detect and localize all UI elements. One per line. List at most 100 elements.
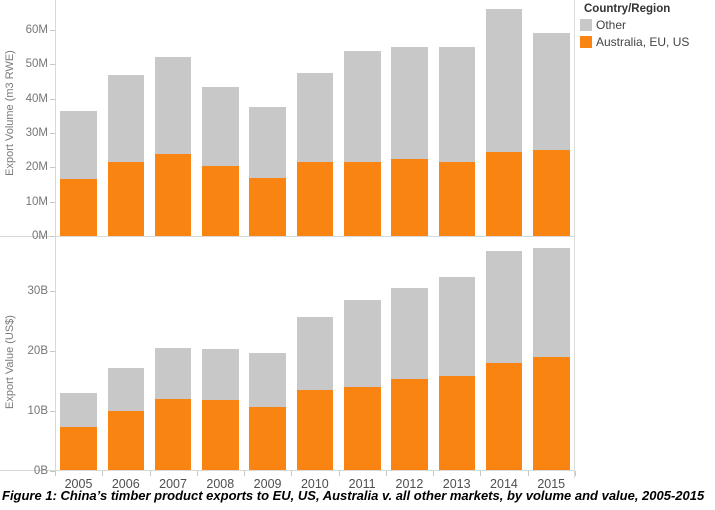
- bar-value-2014-other[interactable]: [485, 251, 523, 363]
- volume-ytick-label: 10M: [25, 195, 48, 208]
- x-axis-year-label: 2012: [395, 477, 424, 491]
- volume-ytick-label: 40M: [25, 92, 48, 105]
- legend-item-australia-eu-us[interactable]: Australia, EU, US: [580, 35, 713, 49]
- bar-value-2011-other[interactable]: [344, 300, 381, 387]
- value-ytick-mark: [50, 291, 55, 293]
- bar-volume-2014-aus-eu-us[interactable]: [485, 151, 523, 236]
- legend-item-other[interactable]: Other: [580, 18, 713, 32]
- x-tick-mark: [102, 470, 104, 476]
- bar-volume-2008-other[interactable]: [202, 86, 239, 166]
- x-tick-mark: [291, 470, 293, 476]
- bar-value-2010-other[interactable]: [296, 317, 334, 390]
- bar-volume-2008-aus-eu-us[interactable]: [202, 165, 239, 236]
- value-axis-title: Export Value (US$): [4, 315, 16, 409]
- y-axis-line: [55, 0, 56, 471]
- value-ytick-mark: [50, 410, 55, 412]
- bar-volume-2012-aus-eu-us[interactable]: [391, 158, 428, 236]
- x-tick-mark: [244, 470, 246, 476]
- bar-value-2015-aus-eu-us[interactable]: [533, 357, 570, 471]
- bar-volume-2005-aus-eu-us[interactable]: [60, 179, 97, 236]
- bar-volume-2013-aus-eu-us[interactable]: [438, 162, 476, 236]
- bar-value-2008-aus-eu-us[interactable]: [202, 399, 239, 471]
- volume-chart-baseline: [0, 236, 575, 237]
- x-axis-year-label: 2005: [64, 477, 93, 491]
- volume-ytick-mark: [50, 236, 55, 237]
- legend-title: Country/Region: [584, 3, 671, 15]
- x-tick-mark: [196, 470, 198, 476]
- bar-value-2007-aus-eu-us[interactable]: [154, 398, 192, 471]
- bar-value-2015-other[interactable]: [533, 248, 570, 358]
- bar-value-2006-aus-eu-us[interactable]: [107, 410, 145, 471]
- value-ytick-mark: [50, 470, 55, 472]
- volume-ytick-label: 20M: [25, 161, 48, 174]
- bar-value-2005-aus-eu-us[interactable]: [60, 426, 97, 471]
- bar-value-2009-other[interactable]: [249, 353, 286, 407]
- value-ytick-mark: [50, 350, 55, 352]
- bar-volume-2012-other[interactable]: [391, 47, 428, 159]
- bar-value-2013-other[interactable]: [438, 277, 476, 376]
- value-ytick-label: 20B: [27, 344, 48, 357]
- x-axis-year-label: 2007: [159, 477, 187, 491]
- x-axis-year-label: 2013: [442, 477, 471, 491]
- volume-ytick-label: 30M: [25, 127, 48, 139]
- bar-volume-2009-other[interactable]: [249, 107, 286, 178]
- bar-volume-2010-other[interactable]: [296, 72, 334, 163]
- figure-caption: Figure 1: China’s timber product exports…: [2, 488, 705, 503]
- bar-value-2007-other[interactable]: [154, 347, 192, 399]
- other-swatch-icon: [580, 19, 592, 31]
- volume-ytick-label: 0M: [32, 230, 48, 242]
- x-tick-mark: [338, 470, 340, 476]
- legend: Country/Region Other Australia, EU, US: [580, 3, 713, 49]
- x-axis-year-label: 2010: [300, 477, 329, 491]
- x-axis-year-label: 2006: [111, 477, 140, 491]
- legend-item-label: Australia, EU, US: [596, 35, 690, 49]
- volume-ytick-mark: [50, 201, 55, 203]
- volume-ytick-mark: [50, 64, 55, 66]
- x-tick-mark: [55, 470, 56, 476]
- x-axis-year-label: 2008: [206, 477, 235, 491]
- bar-value-2012-aus-eu-us[interactable]: [391, 379, 428, 471]
- volume-ytick-label: 50M: [25, 58, 48, 71]
- bar-value-2009-aus-eu-us[interactable]: [249, 406, 286, 471]
- bar-volume-2015-aus-eu-us[interactable]: [533, 150, 570, 236]
- x-axis-year-label: 2014: [490, 477, 518, 491]
- value-ytick-label: 10B: [27, 404, 48, 417]
- value-ytick-label: 0B: [33, 464, 48, 477]
- volume-ytick-label: 60M: [25, 24, 48, 37]
- x-axis-year-label: 2011: [348, 477, 376, 491]
- bar-value-2005-other[interactable]: [60, 392, 97, 427]
- x-tick-mark: [385, 470, 387, 476]
- volume-ytick-mark: [50, 167, 55, 169]
- bar-value-2008-other[interactable]: [202, 348, 239, 400]
- value-ytick-label: 30B: [27, 285, 48, 298]
- x-tick-mark: [149, 470, 151, 476]
- bar-volume-2006-aus-eu-us[interactable]: [107, 162, 145, 236]
- x-tick-mark: [433, 470, 435, 476]
- bar-volume-2013-other[interactable]: [438, 47, 476, 163]
- bar-volume-2007-aus-eu-us[interactable]: [154, 153, 192, 236]
- bar-volume-2007-other[interactable]: [154, 57, 192, 154]
- bar-volume-2005-other[interactable]: [60, 110, 97, 180]
- value-chart-baseline: [0, 470, 575, 471]
- x-tick-mark: [575, 470, 576, 476]
- australia-eu-us-swatch-icon: [580, 36, 592, 48]
- bar-value-2006-other[interactable]: [107, 367, 145, 411]
- bar-value-2011-aus-eu-us[interactable]: [344, 386, 381, 471]
- x-tick-mark: [527, 470, 529, 476]
- bar-volume-2009-aus-eu-us[interactable]: [249, 177, 286, 236]
- bar-volume-2011-aus-eu-us[interactable]: [344, 162, 381, 236]
- bar-value-2013-aus-eu-us[interactable]: [438, 376, 476, 471]
- bar-volume-2006-other[interactable]: [107, 74, 145, 163]
- legend-divider: [574, 0, 575, 478]
- x-tick-mark: [480, 470, 482, 476]
- bar-volume-2015-other[interactable]: [533, 33, 570, 151]
- bar-volume-2011-other[interactable]: [344, 50, 381, 163]
- bar-volume-2010-aus-eu-us[interactable]: [296, 162, 334, 236]
- bar-value-2014-aus-eu-us[interactable]: [485, 362, 523, 471]
- bar-value-2010-aus-eu-us[interactable]: [296, 389, 334, 471]
- bar-volume-2014-other[interactable]: [485, 9, 523, 152]
- x-axis-year-label: 2015: [537, 477, 566, 491]
- volume-ytick-mark: [50, 30, 55, 32]
- bar-value-2012-other[interactable]: [391, 287, 428, 379]
